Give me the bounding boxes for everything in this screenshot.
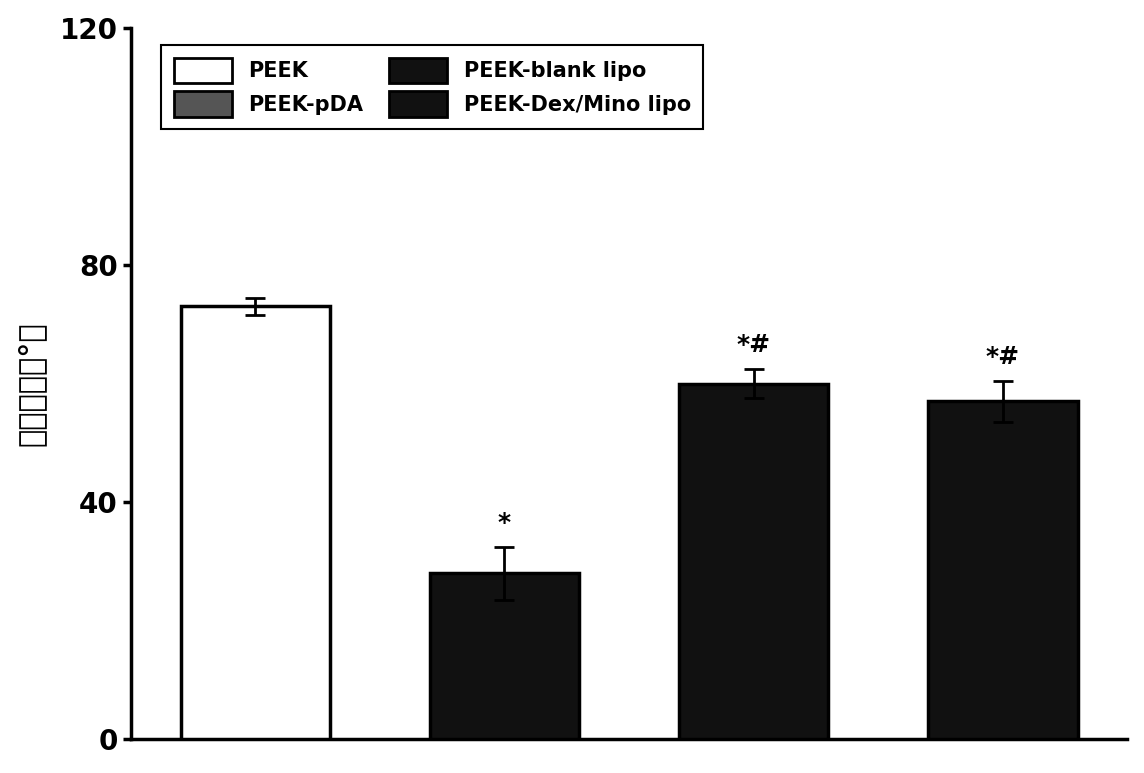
Bar <box>928 401 1078 739</box>
Text: *: * <box>498 511 511 535</box>
Legend: PEEK, PEEK-pDA, PEEK-blank lipo, PEEK-Dex/Mino lipo: PEEK, PEEK-pDA, PEEK-blank lipo, PEEK-De… <box>161 45 704 129</box>
Bar <box>181 306 331 739</box>
Text: *#: *# <box>737 333 771 357</box>
Bar <box>430 574 579 739</box>
Bar <box>678 383 828 739</box>
Y-axis label: 水接触角（°）: 水接触角（°） <box>17 322 46 446</box>
Text: *#: *# <box>986 345 1019 369</box>
